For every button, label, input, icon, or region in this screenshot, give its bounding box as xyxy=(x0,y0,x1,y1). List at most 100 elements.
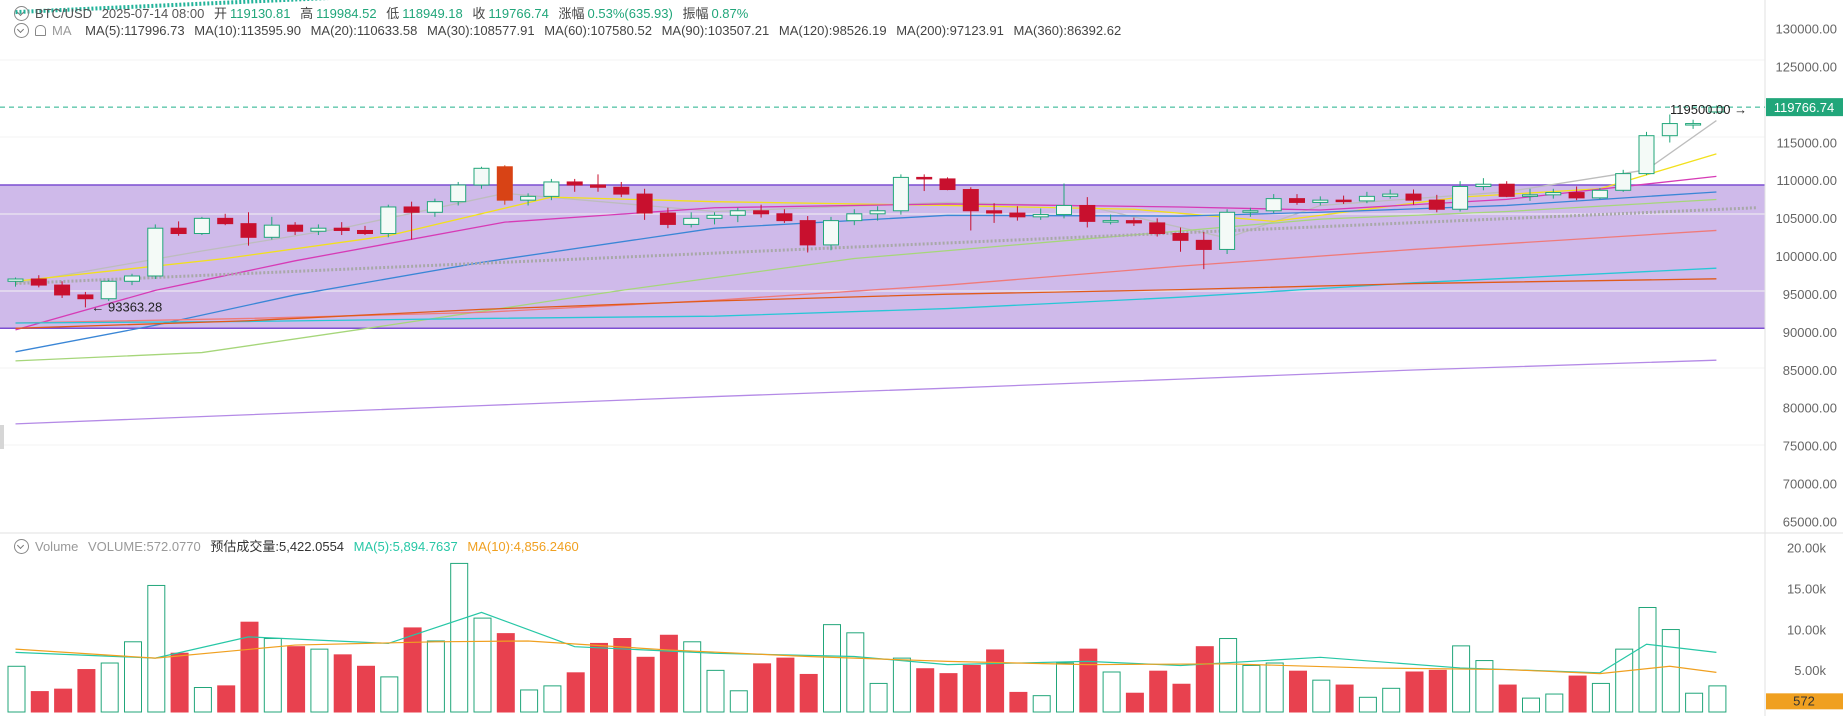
volume-bar[interactable] xyxy=(217,685,236,713)
candle[interactable] xyxy=(776,213,793,222)
volume-bar[interactable] xyxy=(590,642,608,713)
candle[interactable] xyxy=(962,189,979,212)
volume-bar[interactable] xyxy=(799,673,818,713)
candle[interactable] xyxy=(1032,214,1049,218)
candle[interactable] xyxy=(1312,199,1329,203)
candle[interactable] xyxy=(823,220,839,246)
volume-bar[interactable] xyxy=(1452,645,1471,713)
volume-bar[interactable] xyxy=(1405,671,1424,713)
volume-bar[interactable] xyxy=(986,649,1005,713)
candle[interactable] xyxy=(1242,210,1259,213)
volume-bar[interactable] xyxy=(683,641,702,713)
candle[interactable] xyxy=(1335,199,1352,203)
volume-bar[interactable] xyxy=(1056,662,1074,713)
candle[interactable] xyxy=(1382,193,1399,197)
candle[interactable] xyxy=(54,284,71,296)
volume-bar[interactable] xyxy=(823,624,841,713)
volume-bar[interactable] xyxy=(939,673,958,713)
candle[interactable] xyxy=(1498,183,1515,197)
volume-bar[interactable] xyxy=(962,664,981,713)
volume-bar[interactable] xyxy=(659,634,678,713)
volume-bar[interactable] xyxy=(1265,662,1284,713)
volume-bar[interactable] xyxy=(1428,669,1447,713)
volume-bar[interactable] xyxy=(124,641,142,713)
volume-bar[interactable] xyxy=(100,662,119,713)
candle[interactable] xyxy=(543,181,560,197)
volume-bar[interactable] xyxy=(1591,682,1610,713)
volume-bar[interactable] xyxy=(170,652,189,713)
candle[interactable] xyxy=(147,227,164,277)
candle[interactable] xyxy=(240,223,257,238)
volume-bar[interactable] xyxy=(543,685,562,713)
candle[interactable] xyxy=(426,201,443,213)
volume-bar[interactable] xyxy=(520,689,539,713)
volume-bar[interactable] xyxy=(1382,687,1401,713)
candle[interactable] xyxy=(403,206,420,213)
candle[interactable] xyxy=(916,176,933,180)
candle[interactable] xyxy=(1358,195,1375,202)
volume-bar[interactable] xyxy=(1708,685,1727,713)
candle[interactable] xyxy=(30,278,47,286)
volume-bar[interactable] xyxy=(357,665,375,713)
volume-bar[interactable] xyxy=(1009,691,1028,713)
last-price-tag[interactable] xyxy=(1766,98,1843,117)
candle[interactable] xyxy=(1661,123,1678,137)
candle[interactable] xyxy=(380,206,397,235)
candle[interactable] xyxy=(869,210,886,215)
volume-bar[interactable] xyxy=(30,691,49,713)
volume-bar[interactable] xyxy=(1475,660,1494,713)
candle[interactable] xyxy=(892,176,909,212)
candle[interactable] xyxy=(217,217,234,225)
volume-bar[interactable] xyxy=(1522,697,1540,713)
candle[interactable] xyxy=(1522,194,1538,197)
channel-line[interactable] xyxy=(15,0,808,15)
volume-bar[interactable] xyxy=(1638,606,1657,713)
candle[interactable] xyxy=(170,227,187,235)
volume-bar[interactable] xyxy=(1102,671,1121,713)
volume-bar[interactable] xyxy=(473,617,492,713)
collapse-icon[interactable] xyxy=(14,23,29,38)
candle[interactable] xyxy=(846,213,863,222)
candle[interactable] xyxy=(1125,220,1142,224)
candle[interactable] xyxy=(636,193,653,214)
candle[interactable] xyxy=(357,229,373,235)
volume-bar[interactable] xyxy=(1219,638,1238,713)
candle[interactable] xyxy=(1172,233,1189,241)
candle[interactable] xyxy=(520,195,537,201)
volume-bar[interactable] xyxy=(1149,670,1168,713)
candle[interactable] xyxy=(77,294,94,300)
candle[interactable] xyxy=(473,167,490,186)
candle[interactable] xyxy=(1289,198,1305,203)
volume-bar[interactable] xyxy=(1335,684,1354,713)
candle[interactable] xyxy=(939,178,956,191)
candle[interactable] xyxy=(566,181,583,186)
candle[interactable] xyxy=(729,210,746,216)
volume-bar[interactable] xyxy=(193,687,212,713)
volume-bar[interactable] xyxy=(147,584,166,713)
candle[interactable] xyxy=(193,217,210,235)
candle[interactable] xyxy=(1615,173,1632,191)
candle[interactable] xyxy=(287,224,304,232)
volume-bar[interactable] xyxy=(287,646,306,713)
volume-bar[interactable] xyxy=(1615,648,1634,713)
volume-bar[interactable] xyxy=(1289,670,1307,713)
volume-bar[interactable] xyxy=(496,633,515,713)
candle[interactable] xyxy=(100,280,117,300)
volume-bar[interactable] xyxy=(1685,692,1704,713)
candle[interactable] xyxy=(590,184,606,188)
candle[interactable] xyxy=(659,212,676,225)
volume-bar[interactable] xyxy=(613,638,632,713)
volume-bar[interactable] xyxy=(1568,675,1587,713)
candle[interactable] xyxy=(683,217,700,225)
candle[interactable] xyxy=(1265,198,1282,212)
candle[interactable] xyxy=(753,210,770,215)
volume-bar[interactable] xyxy=(263,638,282,713)
volume-bar[interactable] xyxy=(1079,648,1098,713)
candle[interactable] xyxy=(1195,239,1212,250)
pane-resize-handle[interactable] xyxy=(0,425,4,449)
trendline[interactable] xyxy=(15,206,1757,286)
volume-bar[interactable] xyxy=(77,669,96,713)
volume-bar[interactable] xyxy=(869,682,888,713)
last-volume-tag[interactable] xyxy=(1766,693,1843,710)
candle[interactable] xyxy=(799,220,816,246)
